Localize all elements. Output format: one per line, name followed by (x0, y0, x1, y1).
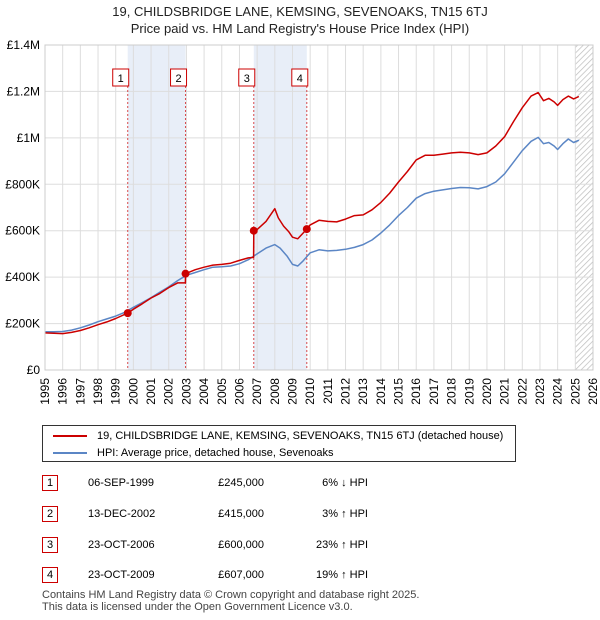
y-tick-label: £200K (5, 317, 40, 331)
x-tick-label: 2009 (285, 378, 299, 405)
x-tick-label: 2015 (392, 378, 406, 405)
transaction-hpi: 19% ↑ HPI (316, 569, 368, 581)
title-line-1: 19, CHILDSBRIDGE LANE, KEMSING, SEVENOAK… (112, 4, 488, 19)
y-tick-label: £1.4M (7, 38, 40, 52)
x-tick-label: 2002 (162, 378, 176, 405)
sale-point (302, 225, 311, 234)
y-tick-label: £800K (5, 177, 40, 191)
ownership-period-shade (127, 45, 186, 370)
sale-point (123, 309, 132, 318)
x-tick-label: 1995 (38, 378, 52, 405)
transaction-date: 23-OCT-2009 (88, 569, 155, 581)
x-tick-label: 2014 (374, 378, 388, 405)
x-tick-label: 2005 (215, 378, 229, 405)
table-row: 2 13-DEC-2002 £415,000 3% ↑ HPI (42, 504, 462, 524)
legend: 19, CHILDSBRIDGE LANE, KEMSING, SEVENOAK… (42, 425, 516, 462)
x-tick-label: 2006 (232, 378, 246, 405)
property-price-line (44, 91, 580, 335)
sale-marker-label: 2 (175, 73, 181, 85)
sale-marker: 4 (291, 68, 309, 87)
sale-point (181, 269, 190, 278)
x-tick-label: 2004 (197, 378, 211, 405)
transaction-number-badge: 2 (42, 506, 58, 522)
y-tick-label: £400K (5, 270, 40, 284)
x-tick-label: 2008 (268, 378, 282, 405)
legend-label-property: 19, CHILDSBRIDGE LANE, KEMSING, SEVENOAK… (97, 430, 504, 442)
plot-border (44, 44, 594, 371)
transaction-hpi: 23% ↑ HPI (316, 539, 368, 551)
transaction-date: 23-OCT-2006 (88, 539, 155, 551)
sale-marker-label: 1 (118, 73, 124, 85)
table-row: 3 23-OCT-2006 £600,000 23% ↑ HPI (42, 535, 462, 555)
x-tick-label: 2026 (586, 378, 600, 405)
transaction-date: 06-SEP-1999 (88, 477, 155, 489)
x-tick-label: 2022 (515, 378, 529, 405)
transaction-price: £607,000 (218, 569, 264, 581)
sale-marker-box (170, 68, 188, 87)
price-chart: £0 £200K £400K £600K £800K £1M £1.2M £1.4M 1995 1… (5, 38, 600, 405)
y-tick-label: £1M (17, 131, 40, 145)
sale-marker-box (112, 68, 130, 87)
x-tick-label: 2010 (303, 378, 317, 405)
future-hatched-region (575, 45, 593, 370)
x-tick-label: 2017 (427, 378, 441, 405)
x-tick-label: 2021 (498, 378, 512, 405)
table-row: 1 06-SEP-1999 £245,000 6% ↓ HPI (42, 473, 462, 493)
legend-line-hpi (53, 452, 87, 454)
x-tick-label: 2013 (356, 378, 370, 405)
transaction-number-badge: 4 (42, 567, 58, 583)
x-tick-label: 2023 (533, 378, 547, 405)
sale-marker-label: 3 (244, 73, 250, 85)
y-tick-label: £1.2M (7, 84, 40, 98)
x-tick-label: 2011 (321, 378, 335, 404)
sale-marker-box (291, 68, 309, 87)
x-tick-label: 2025 (568, 378, 582, 405)
transaction-price: £245,000 (218, 477, 264, 489)
title-line-2: Price paid vs. HM Land Registry's House … (130, 21, 470, 36)
x-tick-label: 2019 (462, 378, 476, 405)
transaction-number-badge: 3 (42, 537, 58, 553)
x-tick-label: 2000 (126, 378, 140, 405)
legend-item-property: 19, CHILDSBRIDGE LANE, KEMSING, SEVENOAK… (53, 428, 503, 444)
sale-marker: 1 (112, 68, 130, 87)
x-tick-label: 2018 (445, 378, 459, 405)
x-tick-label: 1998 (91, 378, 105, 405)
x-tick-label: 2024 (551, 378, 565, 405)
table-row: 4 23-OCT-2009 £607,000 19% ↑ HPI (42, 565, 462, 585)
x-tick-label: 2001 (144, 378, 158, 405)
footer: Contains HM Land Registry data © Crown c… (42, 589, 419, 613)
legend-line-property (53, 435, 87, 437)
chart-title: 19, CHILDSBRIDGE LANE, KEMSING, SEVENOAK… (0, 3, 600, 37)
x-tick-label: 2012 (339, 378, 353, 405)
transaction-price: £600,000 (218, 539, 264, 551)
x-tick-label: 2003 (179, 378, 193, 405)
sale-marker: 2 (170, 68, 188, 87)
transaction-number-badge: 1 (42, 475, 58, 491)
x-tick-label: 1996 (56, 378, 70, 405)
legend-label-hpi: HPI: Average price, detached house, Seve… (97, 447, 334, 459)
transaction-hpi: 3% ↑ HPI (322, 508, 368, 520)
sale-marker-box (238, 68, 256, 87)
transaction-date: 13-DEC-2002 (88, 508, 156, 520)
transaction-price: £415,000 (218, 508, 264, 520)
sale-point (249, 226, 258, 235)
x-tick-label: 2016 (409, 378, 423, 405)
sale-marker: 3 (238, 68, 256, 87)
x-tick-label: 1997 (73, 378, 87, 405)
y-tick-label: £600K (5, 224, 40, 238)
sale-marker-label: 4 (297, 73, 303, 85)
footer-line-2: This data is licensed under the Open Gov… (42, 601, 353, 613)
legend-item-hpi: HPI: Average price, detached house, Seve… (53, 445, 333, 461)
x-tick-label: 2020 (480, 378, 494, 405)
x-tick-label: 1999 (109, 378, 123, 405)
ownership-period-shade (253, 45, 307, 370)
transaction-hpi: 6% ↓ HPI (322, 477, 368, 489)
hpi-line (45, 136, 580, 333)
x-tick-label: 2007 (250, 378, 264, 405)
footer-line-1: Contains HM Land Registry data © Crown c… (42, 589, 420, 601)
y-tick-label: £0 (27, 363, 41, 377)
